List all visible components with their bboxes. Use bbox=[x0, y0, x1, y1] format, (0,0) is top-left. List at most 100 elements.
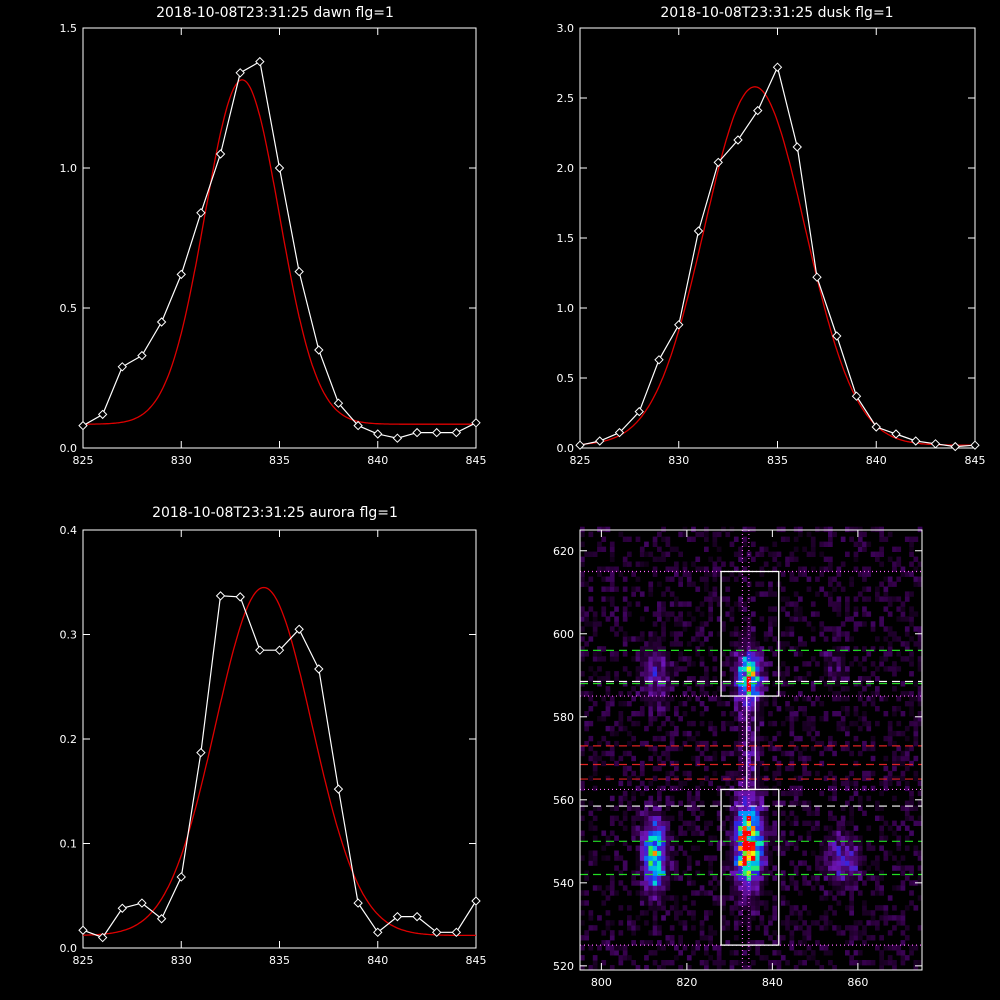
heatmap-cell bbox=[832, 750, 837, 757]
heatmap-cell bbox=[755, 730, 760, 737]
heatmap-cell bbox=[678, 935, 683, 941]
heatmap-cell bbox=[721, 960, 726, 966]
heatmap-cell bbox=[733, 666, 739, 672]
heatmap-cell bbox=[917, 646, 923, 652]
heatmap-cell bbox=[853, 720, 859, 727]
heatmap-cell bbox=[733, 750, 739, 757]
heatmap-cell bbox=[798, 676, 803, 682]
dawn-xtick-label: 845 bbox=[466, 454, 487, 467]
heatmap-cell bbox=[609, 546, 615, 552]
heatmap-cell bbox=[798, 925, 803, 931]
heatmap-cell bbox=[746, 825, 752, 831]
aurora-data-point bbox=[294, 624, 304, 634]
heatmap-cell bbox=[840, 720, 846, 727]
heatmap-cell bbox=[652, 865, 658, 871]
heatmap-cell bbox=[716, 815, 722, 821]
heatmap-cell bbox=[708, 606, 713, 612]
heatmap-cell bbox=[828, 556, 833, 562]
heatmap-cell bbox=[631, 835, 636, 841]
heatmap-cell bbox=[708, 860, 713, 866]
heatmap-cell bbox=[896, 546, 902, 552]
heatmap-cell bbox=[900, 920, 906, 926]
heatmap-cell bbox=[729, 800, 735, 806]
heatmap-cell bbox=[862, 716, 867, 722]
heatmap-cell bbox=[828, 830, 833, 836]
dusk-ytick-label: 2.5 bbox=[557, 92, 575, 105]
heatmap-cell bbox=[669, 666, 675, 672]
heatmap-cell bbox=[686, 855, 692, 861]
heatmap-cell bbox=[618, 855, 624, 861]
heatmap-cell bbox=[742, 905, 748, 911]
heatmap-cell bbox=[657, 820, 662, 826]
heatmap-cell bbox=[913, 536, 919, 542]
heatmap-cell bbox=[866, 935, 872, 941]
heatmap-cell bbox=[674, 636, 679, 642]
heatmap-cell bbox=[810, 611, 816, 617]
heatmap-cell bbox=[657, 795, 662, 802]
heatmap-cell bbox=[733, 820, 739, 826]
heatmap-cell bbox=[892, 750, 897, 757]
heatmap-cell bbox=[845, 925, 850, 931]
heatmap-cell bbox=[755, 706, 760, 712]
heatmap-cell bbox=[806, 820, 812, 826]
heatmap-cell bbox=[772, 616, 778, 622]
heatmap-cell bbox=[738, 870, 743, 876]
heatmap-cell bbox=[879, 845, 884, 851]
heatmap-cell bbox=[729, 676, 735, 682]
heatmap-cell bbox=[729, 686, 735, 692]
heatmap-cell bbox=[853, 930, 859, 936]
heatmap-cell bbox=[614, 586, 619, 592]
dusk-data-point bbox=[634, 406, 644, 417]
heatmap-cell bbox=[785, 900, 790, 906]
heatmap-cell bbox=[708, 840, 713, 846]
heatmap-cell bbox=[819, 571, 825, 577]
heatmap-cell bbox=[853, 850, 859, 856]
heatmap-cell bbox=[704, 691, 709, 697]
heatmap-cell bbox=[917, 780, 923, 787]
heatmap-cell bbox=[622, 596, 628, 602]
heatmap-cell bbox=[909, 865, 914, 871]
heatmap-cell bbox=[746, 666, 752, 672]
heatmap-cell bbox=[840, 671, 846, 677]
heatmap-cell bbox=[849, 576, 854, 582]
heatmap-cell bbox=[875, 551, 880, 557]
heatmap-cell bbox=[712, 755, 718, 762]
heatmap-cell bbox=[810, 686, 816, 692]
heatmap-cell bbox=[682, 571, 688, 577]
heatmap-cell bbox=[601, 716, 607, 722]
heatmap-cell bbox=[605, 925, 611, 931]
heatmap-cell bbox=[759, 875, 765, 881]
heatmap-cell bbox=[742, 701, 748, 707]
heatmap-cell bbox=[622, 885, 628, 891]
heatmap-cell bbox=[588, 706, 594, 712]
heatmap-cell bbox=[780, 691, 786, 697]
heatmap-cell bbox=[879, 835, 884, 841]
heatmap-cell bbox=[733, 795, 739, 802]
heatmap-cell bbox=[742, 616, 748, 622]
heatmap-cell bbox=[789, 800, 795, 806]
heatmap-cell bbox=[875, 636, 880, 642]
heatmap-cell bbox=[751, 900, 756, 906]
heatmap-cell bbox=[866, 865, 872, 871]
heatmap-cell bbox=[708, 940, 713, 946]
heatmap-cell bbox=[639, 885, 645, 891]
heatmap-cell bbox=[879, 825, 884, 831]
heatmap-cell bbox=[823, 825, 829, 831]
heatmap-cell bbox=[733, 895, 739, 901]
heatmap-cell bbox=[639, 880, 645, 886]
heatmap-cell bbox=[699, 686, 705, 692]
heatmap-cell bbox=[631, 790, 636, 797]
heatmap-cell bbox=[866, 840, 872, 846]
heatmap-cell bbox=[639, 910, 645, 916]
heatmap-cell bbox=[751, 880, 756, 886]
heatmap-cell bbox=[665, 895, 671, 901]
heatmap-cell bbox=[686, 825, 692, 831]
heatmap-cell bbox=[845, 785, 850, 792]
heatmap-cell bbox=[738, 745, 743, 752]
heatmap-cell bbox=[644, 656, 649, 662]
heatmap-cell bbox=[657, 840, 662, 846]
heatmap-cell bbox=[614, 730, 619, 737]
heatmap-cell bbox=[866, 875, 872, 881]
heatmap-cell bbox=[657, 611, 662, 617]
heatmap-cell bbox=[870, 661, 876, 667]
